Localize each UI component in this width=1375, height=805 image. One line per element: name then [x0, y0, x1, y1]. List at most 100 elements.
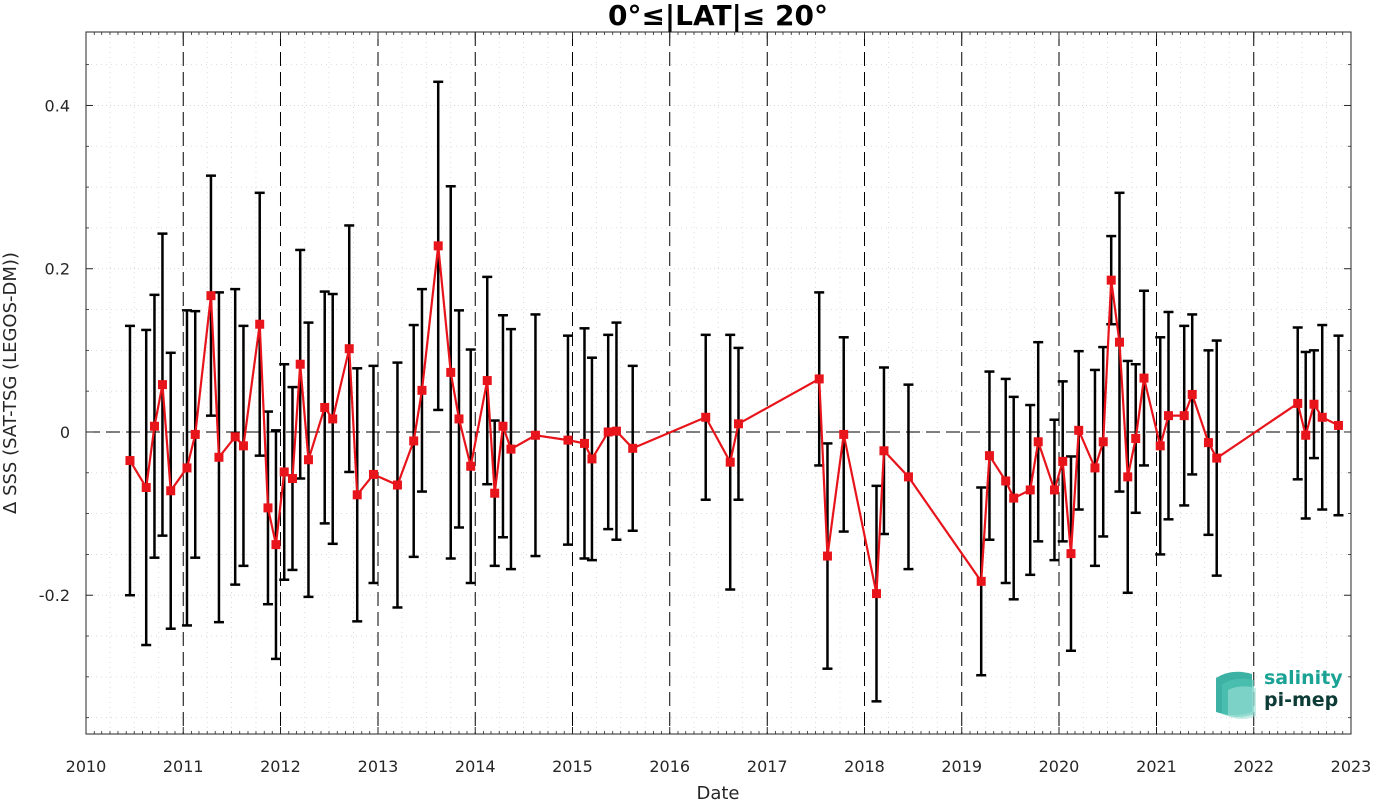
logo-line1: salinity — [1264, 667, 1343, 689]
data-point-marker — [1049, 485, 1059, 495]
data-point-marker — [1074, 425, 1084, 435]
data-point-marker — [603, 427, 613, 437]
data-point-marker — [368, 469, 378, 479]
data-point-marker — [1293, 398, 1303, 408]
data-point-marker — [976, 576, 986, 586]
data-point-marker — [352, 490, 362, 500]
data-point-marker — [1114, 337, 1124, 347]
data-point-marker — [1001, 476, 1011, 486]
data-point-marker — [725, 457, 735, 467]
data-point-marker — [1163, 411, 1173, 421]
data-point-marker — [1179, 411, 1189, 421]
data-point-marker — [1009, 493, 1019, 503]
data-point-marker — [611, 426, 621, 436]
data-point-marker — [279, 467, 289, 477]
data-point-marker — [433, 241, 443, 251]
wave-logo-icon — [1216, 671, 1256, 719]
y-tick-labels: -0.2 0 0.2 0.4 — [39, 96, 70, 605]
x-tick-label: 2023 — [1331, 757, 1372, 776]
x-tick-label: 2016 — [649, 757, 690, 776]
data-point-marker — [701, 412, 711, 422]
data-point-marker — [206, 291, 216, 301]
x-tick-label: 2022 — [1233, 757, 1274, 776]
data-point-marker — [579, 438, 589, 448]
data-point-marker — [328, 414, 338, 424]
data-point-marker — [149, 421, 159, 431]
x-tick-label: 2021 — [1136, 757, 1177, 776]
x-axis-title: Date — [696, 783, 739, 801]
data-point-marker — [1187, 389, 1197, 399]
data-point-marker — [446, 367, 456, 377]
data-point-marker — [1212, 453, 1222, 463]
data-point-marker — [1066, 549, 1076, 559]
data-point-marker — [822, 551, 832, 561]
data-point-marker — [1090, 463, 1100, 473]
x-tick-label: 2015 — [552, 757, 593, 776]
data-point-marker — [295, 359, 305, 369]
series-markers — [125, 241, 1343, 599]
data-point-marker — [303, 455, 313, 465]
data-point-marker — [563, 435, 573, 445]
data-point-marker — [263, 503, 273, 513]
data-point-marker — [814, 374, 824, 384]
data-point-marker — [1155, 441, 1165, 451]
y-tick-label: 0.2 — [45, 260, 70, 279]
data-point-marker — [1058, 456, 1068, 466]
salinity-pimep-logo: salinity pi-mep — [1216, 667, 1343, 719]
data-point-marker — [498, 421, 508, 431]
data-point-marker — [871, 589, 881, 599]
data-point-marker — [1131, 434, 1141, 444]
data-point-marker — [320, 402, 330, 412]
data-point-marker — [190, 429, 200, 439]
plot-frame — [85, 31, 1352, 735]
y-tick-label: -0.2 — [39, 586, 70, 605]
x-tick-label: 2017 — [747, 757, 788, 776]
x-tick-label: 2019 — [941, 757, 982, 776]
data-point-marker — [1106, 275, 1116, 285]
data-point-marker — [733, 419, 743, 429]
data-point-marker — [903, 472, 913, 482]
data-point-marker — [166, 486, 176, 496]
data-point-marker — [628, 443, 638, 453]
y-tick-label: 0 — [60, 423, 70, 442]
data-point-marker — [214, 452, 224, 462]
x-tick-label: 2012 — [260, 757, 301, 776]
data-point-marker — [1317, 412, 1327, 422]
data-point-marker — [287, 474, 297, 484]
data-point-marker — [238, 441, 248, 451]
data-point-marker — [230, 432, 240, 442]
data-point-marker — [1309, 399, 1319, 409]
data-point-marker — [1301, 430, 1311, 440]
logo-line2: pi-mep — [1264, 689, 1338, 711]
data-point-marker — [1033, 437, 1043, 447]
data-point-marker — [506, 444, 516, 454]
data-point-marker — [255, 319, 265, 329]
data-point-marker — [1123, 472, 1133, 482]
y-tick-label: 0.4 — [45, 96, 70, 115]
data-point-marker — [1333, 420, 1343, 430]
data-point-marker — [1203, 438, 1213, 448]
data-point-marker — [1139, 373, 1149, 383]
x-tick-labels: 2010 2011 2012 2013 2014 2015 2016 2017 2018 2019… — [66, 757, 1372, 776]
data-point-marker — [466, 461, 476, 471]
data-point-marker — [409, 436, 419, 446]
x-tick-label: 2014 — [455, 757, 496, 776]
data-point-marker — [141, 482, 151, 492]
year-lines — [182, 32, 1255, 734]
x-tick-label: 2018 — [844, 757, 885, 776]
x-tick-label: 2011 — [163, 757, 204, 776]
data-point-marker — [839, 429, 849, 439]
minor-grid — [86, 32, 1351, 734]
data-point-marker — [417, 385, 427, 395]
data-point-marker — [587, 454, 597, 464]
data-point-marker — [182, 463, 192, 473]
data-point-marker — [1025, 485, 1035, 495]
x-tick-label: 2010 — [66, 757, 107, 776]
data-point-marker — [454, 414, 464, 424]
data-point-marker — [984, 451, 994, 461]
data-point-marker — [125, 456, 135, 466]
data-point-marker — [482, 376, 492, 386]
data-point-marker — [157, 380, 167, 390]
data-point-marker — [530, 430, 540, 440]
